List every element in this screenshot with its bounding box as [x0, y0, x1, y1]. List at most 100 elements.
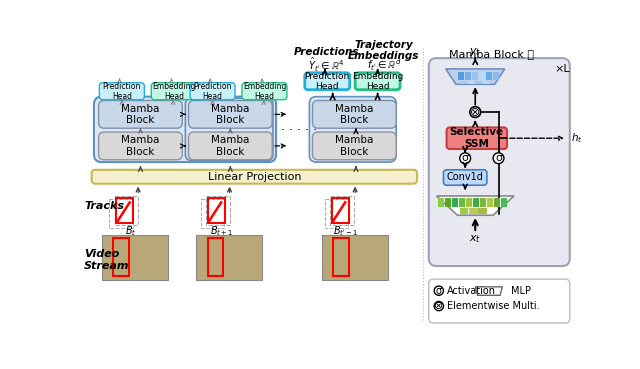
FancyBboxPatch shape [242, 83, 287, 100]
Bar [109, 199, 132, 228]
Text: $h_t$: $h_t$ [572, 131, 583, 145]
Text: Mamba
Block: Mamba Block [211, 104, 250, 125]
FancyBboxPatch shape [305, 73, 349, 90]
Text: Selective
SSM: Selective SSM [450, 127, 504, 149]
Text: Activation: Activation [447, 286, 497, 296]
FancyBboxPatch shape [99, 83, 145, 100]
Bar [445, 197, 451, 207]
Text: σ: σ [436, 286, 442, 296]
Text: $B_{t+1}$: $B_{t+1}$ [210, 224, 234, 238]
FancyBboxPatch shape [309, 97, 396, 162]
FancyBboxPatch shape [99, 132, 182, 160]
FancyBboxPatch shape [189, 132, 272, 160]
FancyBboxPatch shape [186, 98, 273, 161]
Bar [469, 208, 477, 214]
Text: Prediction
Head: Prediction Head [193, 82, 232, 101]
Bar [201, 199, 224, 228]
Bar [330, 196, 353, 225]
Circle shape [493, 153, 504, 163]
Bar [493, 72, 499, 80]
FancyBboxPatch shape [151, 83, 196, 100]
Text: Mamba
Block: Mamba Block [335, 135, 374, 157]
Bar [466, 197, 472, 207]
FancyBboxPatch shape [92, 170, 417, 184]
Text: Mamba
Block: Mamba Block [211, 135, 250, 157]
Text: $B_{t'-1}$: $B_{t'-1}$ [333, 224, 358, 238]
Polygon shape [436, 196, 514, 215]
Bar [208, 198, 225, 223]
Text: $B_t$: $B_t$ [125, 224, 136, 238]
FancyBboxPatch shape [190, 83, 235, 100]
FancyBboxPatch shape [447, 127, 507, 149]
Bar [478, 208, 487, 214]
Bar [333, 238, 349, 276]
Text: Conv1d: Conv1d [447, 172, 484, 183]
Bar [483, 81, 490, 85]
Bar [459, 197, 465, 207]
Text: ⊗: ⊗ [470, 106, 481, 118]
Circle shape [460, 153, 470, 163]
Bar [206, 196, 230, 225]
FancyBboxPatch shape [189, 100, 272, 128]
Text: Embedding
Head: Embedding Head [152, 82, 195, 101]
Bar [332, 198, 349, 223]
Text: σ: σ [461, 153, 468, 163]
Bar [325, 199, 348, 228]
Text: $f_{t'} \in \mathbb{R}^d$: $f_{t'} \in \mathbb{R}^d$ [367, 57, 401, 73]
FancyBboxPatch shape [429, 58, 570, 266]
Polygon shape [446, 69, 505, 85]
Text: Mamba Block 🐍: Mamba Block 🐍 [449, 48, 534, 59]
Bar [102, 235, 168, 280]
Bar [460, 208, 468, 214]
Circle shape [434, 286, 444, 295]
Bar [465, 72, 472, 80]
Bar [458, 72, 465, 80]
Bar [473, 197, 479, 207]
FancyBboxPatch shape [444, 170, 487, 185]
Text: Video
Stream: Video Stream [84, 249, 129, 271]
Bar [501, 197, 507, 207]
Bar [208, 238, 223, 276]
FancyBboxPatch shape [99, 100, 182, 128]
Bar [322, 235, 388, 280]
Text: $\hat{Y}_{t'} \in \mathbb{R}^4$: $\hat{Y}_{t'} \in \mathbb{R}^4$ [308, 56, 345, 74]
Text: $y_t$: $y_t$ [469, 46, 481, 58]
FancyBboxPatch shape [429, 279, 570, 323]
Bar [480, 197, 486, 207]
Text: $x_t$: $x_t$ [469, 233, 481, 245]
FancyBboxPatch shape [312, 100, 396, 128]
Bar [467, 81, 474, 85]
Polygon shape [476, 287, 502, 295]
Text: Trajectory
Embeddings: Trajectory Embeddings [348, 39, 419, 61]
Circle shape [470, 107, 481, 117]
FancyBboxPatch shape [94, 97, 276, 162]
Bar [486, 72, 492, 80]
Text: Linear Projection: Linear Projection [207, 172, 301, 182]
Text: ×L: ×L [554, 64, 570, 74]
Text: Elementwise Multi.: Elementwise Multi. [447, 301, 540, 311]
Bar [113, 238, 129, 276]
Bar [452, 197, 458, 207]
Bar [494, 197, 500, 207]
Text: ⊗: ⊗ [434, 301, 444, 311]
FancyBboxPatch shape [355, 73, 400, 90]
Text: Embedding
Head: Embedding Head [352, 72, 403, 91]
Text: Mamba
Block: Mamba Block [121, 135, 159, 157]
FancyBboxPatch shape [312, 132, 396, 160]
Bar [460, 81, 467, 85]
Bar [472, 72, 478, 80]
Text: Mamba
Block: Mamba Block [121, 104, 159, 125]
Bar [115, 196, 138, 225]
Text: Prediction
Head: Prediction Head [102, 82, 141, 101]
Text: Prediction
Head: Prediction Head [305, 72, 350, 91]
Text: · · · · ·: · · · · · [282, 124, 317, 137]
Text: Embedding
Head: Embedding Head [243, 82, 286, 101]
Text: Tracks: Tracks [84, 201, 125, 211]
Bar [438, 197, 444, 207]
Circle shape [434, 301, 444, 311]
Bar [487, 197, 493, 207]
Text: Predictions: Predictions [294, 47, 359, 57]
Text: σ: σ [495, 153, 502, 163]
Bar [476, 81, 482, 85]
Text: Mamba
Block: Mamba Block [335, 104, 374, 125]
